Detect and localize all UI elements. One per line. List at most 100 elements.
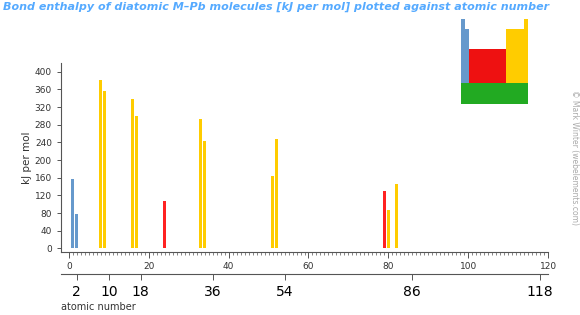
Bar [509,29,513,39]
Bar [524,39,528,49]
Bar [499,83,504,94]
Bar [498,68,502,78]
Bar [517,39,520,49]
Bar [472,59,476,68]
Bar [520,59,524,68]
Bar [506,29,509,39]
Bar [480,94,485,104]
Bar [524,49,528,59]
Bar [502,49,506,59]
Bar [513,49,517,59]
Bar [523,83,528,94]
Bar [383,191,386,249]
Bar [513,68,517,78]
Bar [520,78,524,88]
Bar [498,78,502,88]
Bar [502,78,506,88]
Bar [461,59,465,68]
Bar [480,59,483,68]
Bar [469,78,472,88]
Bar [524,29,528,39]
Bar [494,49,498,59]
Bar [470,83,476,94]
Bar [461,83,466,94]
Bar [275,140,278,249]
Bar [494,78,498,88]
Bar [135,116,138,249]
Bar [480,49,483,59]
Bar [519,94,523,104]
Bar [75,214,78,249]
Bar [502,59,506,68]
Bar [504,94,509,104]
Bar [472,49,476,59]
Bar [469,59,472,68]
Bar [504,83,509,94]
Bar [523,94,528,104]
Bar [487,78,491,88]
Bar [461,19,465,29]
Bar [476,94,480,104]
Bar [476,68,480,78]
Bar [509,39,513,49]
Bar [524,59,528,68]
Bar [520,29,524,39]
Bar [461,39,465,49]
Bar [494,94,499,104]
Text: Bond enthalpy of diatomic M–Pb molecules [kJ per mol] plotted against atomic num: Bond enthalpy of diatomic M–Pb molecules… [3,2,549,12]
Bar [513,29,517,39]
Bar [466,94,470,104]
Bar [480,78,483,88]
Bar [524,19,528,29]
Bar [483,49,487,59]
Bar [485,83,490,94]
Bar [509,49,513,59]
Bar [513,39,517,49]
Bar [498,59,502,68]
Bar [519,83,523,94]
Bar [476,59,480,68]
Bar [472,68,476,78]
Bar [485,94,490,104]
Bar [506,39,509,49]
Bar [513,94,519,104]
Bar [99,80,102,249]
Bar [509,59,513,68]
Bar [509,68,513,78]
Bar [480,68,483,78]
Bar [524,78,528,88]
Bar [476,78,480,88]
Bar [465,49,469,59]
Bar [491,68,494,78]
Bar [461,68,465,78]
Bar [509,94,513,104]
Bar [490,94,494,104]
Bar [506,49,509,59]
Bar [520,49,524,59]
Bar [469,49,472,59]
Bar [71,179,74,249]
Bar [494,59,498,68]
Bar [480,83,485,94]
Bar [502,68,506,78]
Bar [461,94,466,104]
Bar [517,49,520,59]
Bar [490,83,494,94]
Bar [461,29,465,39]
Bar [520,39,524,49]
Bar [465,78,469,88]
Bar [509,78,513,88]
Bar [472,78,476,88]
Bar [487,68,491,78]
Bar [520,68,524,78]
Bar [509,83,513,94]
Bar [524,68,528,78]
Bar [491,78,494,88]
Bar [506,59,509,68]
Bar [465,68,469,78]
Bar [465,59,469,68]
Bar [494,83,499,94]
Bar [494,68,498,78]
Bar [517,78,520,88]
Bar [164,201,166,249]
